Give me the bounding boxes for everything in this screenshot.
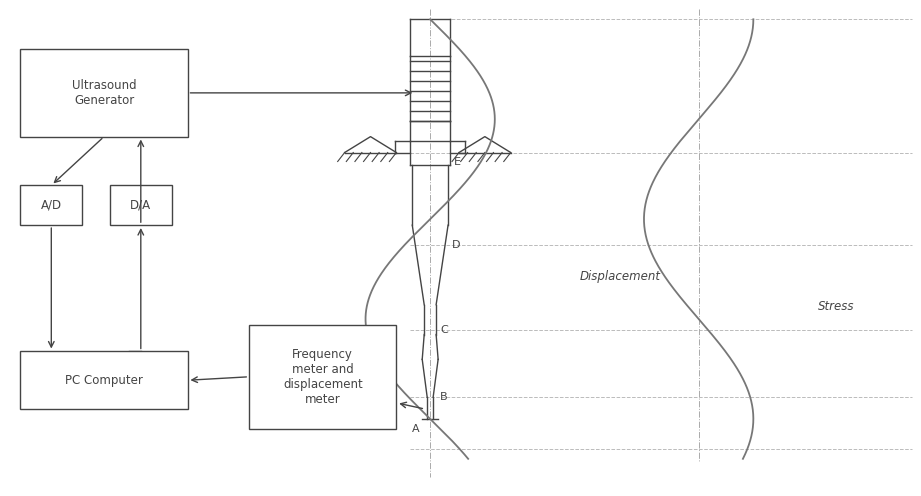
Text: Frequency
meter and
displacement
meter: Frequency meter and displacement meter — [283, 348, 363, 406]
Text: B: B — [440, 392, 448, 402]
Bar — [20, 352, 188, 409]
Bar — [250, 324, 396, 429]
Text: PC Computer: PC Computer — [65, 374, 143, 387]
Text: D: D — [452, 240, 460, 250]
Text: Ultrasound
Generator: Ultrasound Generator — [72, 79, 136, 107]
Bar — [110, 186, 171, 225]
Text: A: A — [412, 424, 419, 434]
Bar — [20, 49, 188, 136]
Text: C: C — [440, 324, 448, 334]
Bar — [20, 186, 82, 225]
Text: Displacement: Displacement — [579, 270, 660, 283]
Text: A/D: A/D — [41, 199, 62, 212]
Text: D/A: D/A — [130, 199, 151, 212]
Text: Stress: Stress — [818, 300, 855, 312]
Text: E: E — [454, 158, 461, 168]
